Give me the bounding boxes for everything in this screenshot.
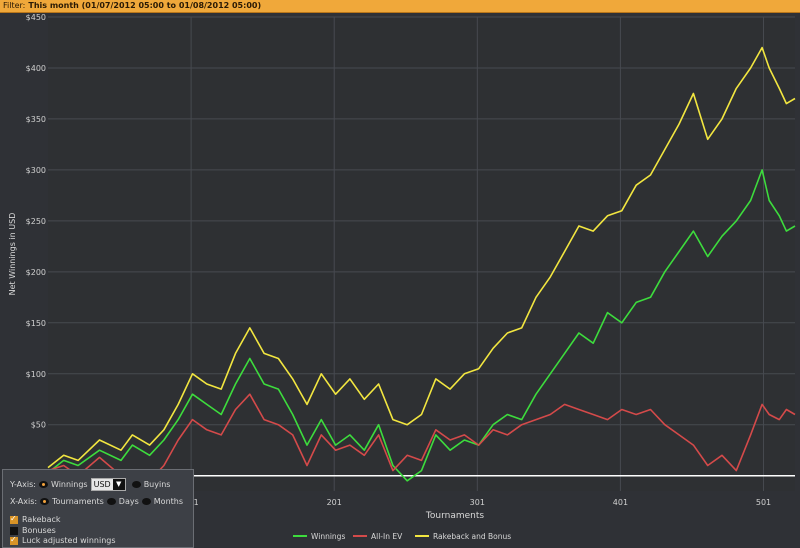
y-axis-label: Y-Axis: bbox=[10, 480, 36, 489]
legend-label-2: Rakeback and Bonus bbox=[433, 532, 511, 541]
currency-select[interactable]: USD ▼ bbox=[90, 478, 126, 491]
x-axis-months-radio[interactable] bbox=[141, 498, 151, 505]
net-winnings-chart: $0$50$100$150$200$250$300$350$400$450101… bbox=[8, 13, 796, 541]
y-axis-title: Net Winnings in USD bbox=[8, 213, 17, 296]
x-tick-label: 401 bbox=[613, 498, 628, 507]
filter-value: This month (01/07/2012 05:00 to 01/08/20… bbox=[28, 1, 262, 10]
y-axis-winnings-label: Winnings bbox=[50, 480, 88, 489]
legend-label-0: Winnings bbox=[311, 532, 345, 541]
currency-select-value: USD bbox=[93, 480, 111, 489]
y-tick-label: $50 bbox=[31, 421, 46, 430]
y-tick-label: $450 bbox=[26, 13, 46, 22]
rakeback-checkbox[interactable] bbox=[10, 514, 18, 524]
x-axis-months-label: Months bbox=[153, 497, 184, 506]
x-axis-label: X-Axis: bbox=[10, 497, 38, 506]
rakeback-label: Rakeback bbox=[22, 515, 61, 524]
x-axis-tournaments-label: Tournaments bbox=[52, 497, 104, 506]
y-axis-buyins-label: Buyins bbox=[143, 480, 171, 489]
y-tick-label: $100 bbox=[26, 370, 46, 379]
x-tick-label: 501 bbox=[756, 498, 771, 507]
y-tick-label: $350 bbox=[26, 115, 46, 124]
luck-adjusted-label: Luck adjusted winnings bbox=[22, 536, 116, 545]
y-tick-label: $200 bbox=[26, 268, 46, 277]
bonuses-label: Bonuses bbox=[22, 526, 56, 535]
filter-bar: Filter: This month (01/07/2012 05:00 to 0… bbox=[0, 0, 800, 13]
bonuses-checkbox[interactable] bbox=[10, 526, 18, 535]
x-axis-days-label: Days bbox=[118, 497, 139, 506]
series-line-1 bbox=[47, 393, 796, 485]
x-axis-tournaments-radio[interactable] bbox=[40, 498, 50, 505]
y-axis-winnings-radio[interactable] bbox=[38, 481, 48, 488]
x-axis-days-radio[interactable] bbox=[106, 498, 116, 505]
x-tick-label: 301 bbox=[470, 498, 485, 507]
x-tick-label: 201 bbox=[327, 498, 342, 507]
x-axis-title: Tournaments bbox=[425, 511, 484, 521]
legend-label-1: All-In EV bbox=[371, 532, 403, 541]
y-axis-buyins-radio[interactable] bbox=[131, 481, 141, 488]
y-tick-label: $150 bbox=[26, 319, 46, 328]
graph-controls-panel: Y-Axis: Winnings USD ▼ Buyins X-Axis: To… bbox=[2, 469, 194, 548]
y-tick-label: $300 bbox=[26, 166, 46, 175]
y-tick-label: $400 bbox=[26, 64, 46, 73]
y-tick-label: $250 bbox=[26, 217, 46, 226]
chevron-down-icon[interactable]: ▼ bbox=[112, 479, 125, 490]
series-line-0 bbox=[47, 169, 796, 482]
series-line-2 bbox=[47, 46, 796, 469]
plot-area bbox=[48, 17, 795, 491]
filter-label: Filter: bbox=[3, 1, 26, 10]
luck-adjusted-checkbox[interactable] bbox=[10, 535, 18, 545]
